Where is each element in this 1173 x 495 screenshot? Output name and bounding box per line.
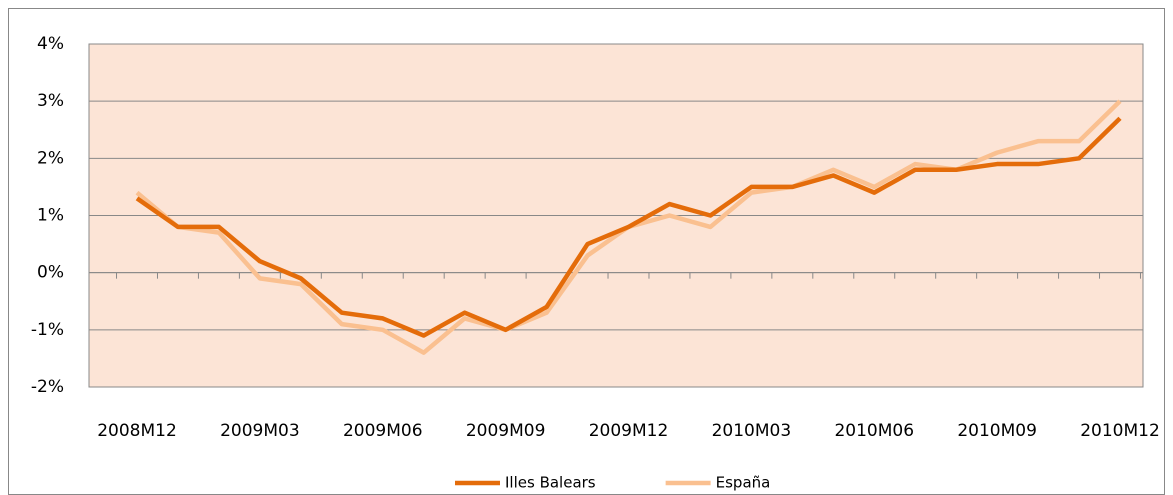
y-tick-label: -2% bbox=[31, 377, 64, 397]
x-tick-label: 2009M09 bbox=[466, 421, 546, 441]
x-tick-label: 2008M12 bbox=[97, 421, 177, 441]
x-tick-label: 2010M06 bbox=[834, 421, 914, 441]
x-tick-label: 2010M03 bbox=[712, 421, 792, 441]
legend-label: Illes Balears bbox=[505, 474, 596, 492]
x-tick-label: 2010M09 bbox=[957, 421, 1037, 441]
y-tick-label: 2% bbox=[37, 148, 64, 168]
x-tick-label: 2009M03 bbox=[220, 421, 300, 441]
y-tick-label: 3% bbox=[37, 91, 64, 111]
y-tick-label: 0% bbox=[37, 263, 64, 283]
series-line bbox=[135, 116, 1122, 338]
x-tick-label: 2009M12 bbox=[589, 421, 669, 441]
y-tick-label: 4% bbox=[37, 34, 64, 54]
y-tick-label: 1% bbox=[37, 206, 64, 226]
legend-label: España bbox=[716, 474, 771, 492]
x-tick-label: 2009M06 bbox=[343, 421, 423, 441]
x-tick-label: 2010M12 bbox=[1080, 421, 1160, 441]
y-tick-label: -1% bbox=[31, 320, 64, 340]
